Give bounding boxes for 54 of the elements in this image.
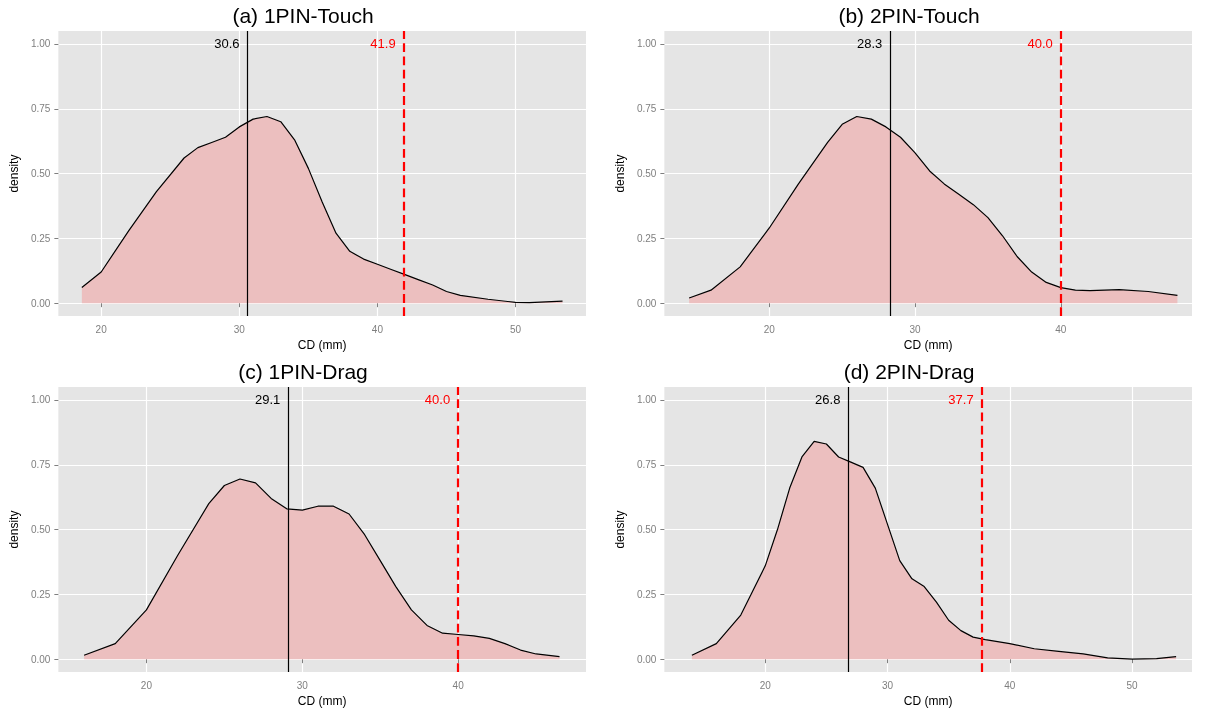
y-tick-label: 0.00	[30, 297, 51, 309]
x-tick-label: 20	[95, 323, 108, 335]
x-tick-label: 30	[296, 679, 309, 691]
y-tick-label: 0.00	[636, 297, 657, 309]
chart-title: (c) 1PIN-Drag	[238, 360, 368, 383]
x-axis-title: CD (mm)	[297, 694, 347, 708]
x-axis-title: CD (mm)	[903, 694, 953, 708]
x-tick-label: 40	[371, 323, 384, 335]
y-tick-label: 0.75	[30, 459, 51, 471]
ref-line-label: 41.9	[370, 36, 396, 52]
y-tick-label: 0.25	[636, 588, 657, 600]
ref-line-label: 30.6	[214, 36, 240, 52]
y-axis-title: density	[613, 154, 627, 193]
x-tick-label: 40	[1055, 323, 1067, 335]
y-tick-label: 1.00	[636, 394, 657, 406]
y-tick-label: 0.75	[636, 459, 657, 471]
ref-line-label: 26.8	[815, 392, 841, 408]
y-axis-title: density	[7, 510, 21, 549]
ref-line-label: 29.1	[254, 392, 281, 408]
x-tick-label: 30	[881, 679, 894, 691]
ref-line-label: 37.7	[948, 392, 974, 408]
y-tick-label: 0.75	[636, 103, 657, 115]
y-tick-label: 1.00	[30, 38, 51, 50]
x-axis-title: CD (mm)	[297, 338, 347, 352]
y-tick-label: 0.25	[30, 588, 51, 600]
x-tick-label: 30	[233, 323, 246, 335]
y-tick-label: 0.00	[30, 653, 51, 665]
x-tick-label: 40	[452, 679, 465, 691]
x-tick-label: 20	[759, 679, 772, 691]
y-tick-label: 0.50	[30, 168, 51, 180]
y-tick-label: 0.00	[636, 653, 657, 665]
x-axis-title: CD (mm)	[903, 338, 953, 352]
x-tick-label: 20	[140, 679, 153, 691]
y-tick-label: 1.00	[636, 38, 657, 50]
y-tick-label: 0.25	[636, 232, 657, 244]
x-tick-label: 40	[1004, 679, 1016, 691]
ref-line-label: 40.0	[1027, 36, 1053, 52]
y-tick-label: 0.50	[636, 524, 657, 536]
y-tick-label: 0.50	[30, 524, 51, 536]
y-axis-title: density	[613, 510, 627, 549]
y-tick-label: 0.75	[30, 103, 51, 115]
ref-line-label: 40.0	[424, 392, 451, 408]
y-tick-label: 0.50	[636, 168, 657, 180]
y-tick-label: 0.25	[30, 232, 51, 244]
ref-line-label: 28.3	[856, 36, 883, 52]
chart-title: (b) 2PIN-Touch	[838, 4, 980, 27]
x-tick-label: 30	[909, 323, 922, 335]
chart-title: (d) 2PIN-Drag	[843, 360, 975, 383]
x-tick-label: 50	[509, 323, 522, 335]
x-tick-label: 20	[763, 323, 776, 335]
chart-title: (a) 1PIN-Touch	[232, 4, 374, 27]
y-axis-title: density	[7, 154, 21, 193]
x-tick-label: 50	[1126, 679, 1139, 691]
y-tick-label: 1.00	[30, 394, 51, 406]
